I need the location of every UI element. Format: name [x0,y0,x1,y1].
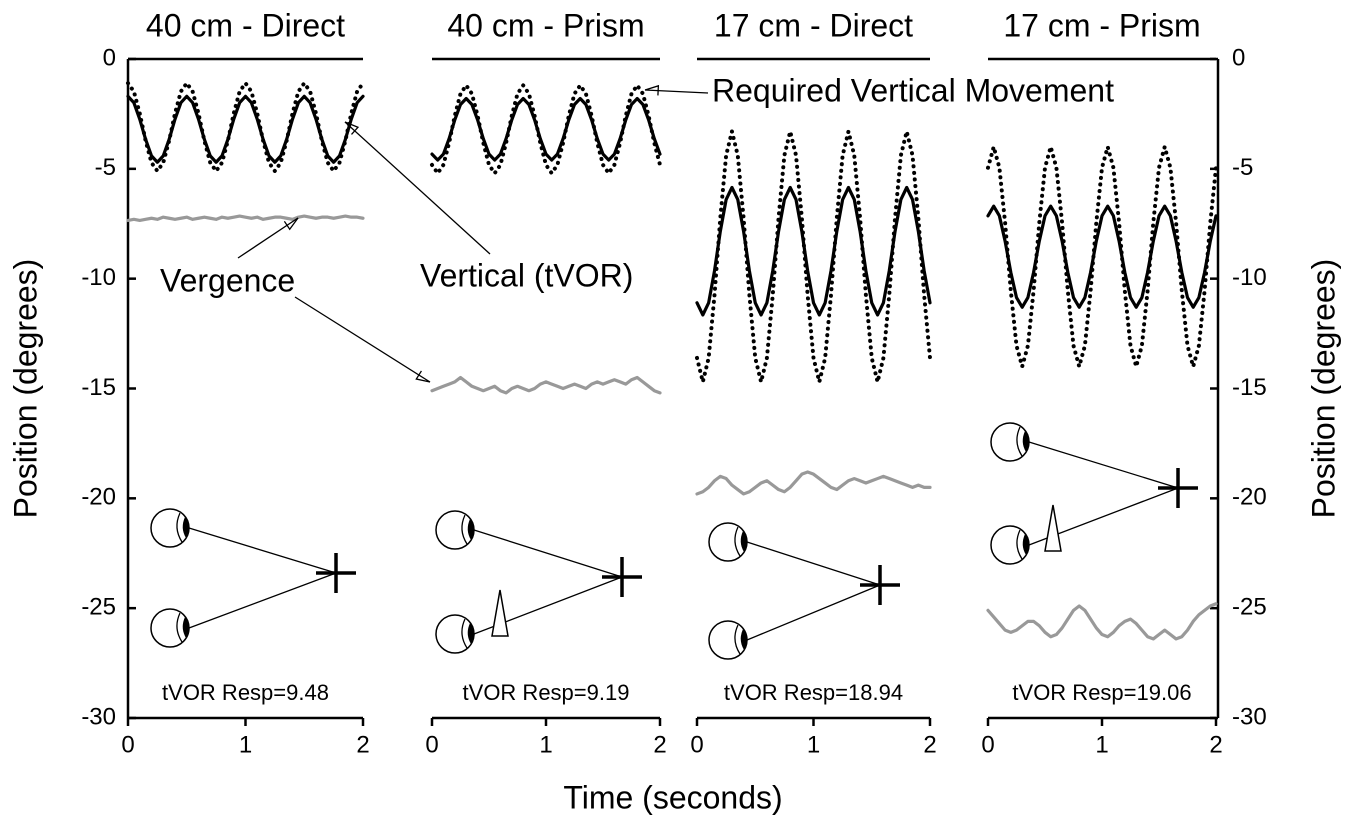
eye-lens [1016,426,1023,457]
y-tick-label: 0 [1232,44,1245,71]
series-line [126,94,365,164]
x-tick-label: 1 [539,731,552,758]
y-tick-label: -25 [81,594,116,621]
series-line [986,144,1218,369]
eye-pupil [1022,431,1029,452]
annotation: Required Vertical Movement [712,72,1114,108]
series-line [986,602,1218,641]
y-tick-label: -30 [81,703,116,730]
eye-lens [176,612,183,643]
series-line [430,375,662,395]
arrow-head [344,121,360,135]
x-tick-label: 0 [121,731,134,758]
x-tick-label: 2 [356,731,369,758]
series-line [126,214,365,223]
prism [491,589,509,637]
sight-line [1028,441,1179,489]
x-tick-label: 0 [981,731,994,758]
x-tick-label: 0 [425,731,438,758]
sight-line [188,572,337,629]
prism [1044,504,1062,552]
sight-line [473,529,623,578]
arrow-head [415,370,431,383]
series-line [695,185,932,317]
eye-pupil [467,519,474,540]
series-line [695,129,932,384]
x-tick-label: 2 [1209,731,1222,758]
eye-lens [176,512,183,543]
eye-lens [1016,529,1023,560]
panel-title: 17 cm - Direct [714,7,913,43]
response-label: tVOR Resp=19.06 [1012,680,1191,705]
annotation: Vergence [160,262,295,298]
y-tick-label: -20 [81,484,116,511]
annotation-arrow [644,89,709,94]
y-tick-label: -5 [1232,154,1253,181]
panel-title: 40 cm - Prism [447,7,644,43]
series-line [986,204,1218,309]
x-tick-label: 0 [690,731,703,758]
panel-title: 17 cm - Prism [1003,7,1200,43]
annotation-arrow [237,217,299,259]
arrow-head [283,217,299,231]
y-tick-label: -25 [1232,594,1267,621]
eye-pupil [182,617,189,638]
y-tick-label: -15 [81,374,116,401]
eye-lens [734,526,741,557]
eye-pupil [182,517,189,538]
eye-pupil [1022,534,1029,555]
response-label: tVOR Resp=9.19 [463,680,630,705]
x-axis-label: Time (seconds) [563,779,782,815]
eye-lens [461,618,468,649]
eye-lens [461,514,468,545]
arrow-head [644,84,660,96]
series-line [695,470,932,496]
x-tick-label: 1 [239,731,252,758]
eye-pupil [740,531,747,552]
x-tick-label: 2 [923,731,936,758]
y-tick-label: -10 [81,264,116,291]
sight-line [746,541,881,586]
sight-line [746,584,881,641]
y-tick-label: -10 [1232,264,1267,291]
y-tick-label: -15 [1232,374,1267,401]
y-axis-label: Position (degrees) [1305,259,1341,519]
sight-line [188,527,337,574]
eye-pupil [467,623,474,644]
annotation-arrow [344,121,491,255]
response-label: tVOR Resp=18.94 [724,680,903,705]
y-tick-label: -5 [95,154,116,181]
y-tick-label: -20 [1232,484,1267,511]
x-tick-label: 2 [653,731,666,758]
x-tick-label: 1 [807,731,820,758]
panel-title: 40 cm - Direct [146,7,345,43]
response-label: tVOR Resp=9.48 [162,680,329,705]
series-line [430,96,662,162]
annotation-arrow [294,296,431,383]
annotation: Vertical (tVOR) [420,257,633,293]
eye-lens [734,624,741,655]
x-tick-label: 1 [1095,731,1108,758]
y-tick-label: -30 [1232,703,1267,730]
y-tick-label: 0 [103,44,116,71]
eye-pupil [740,629,747,650]
y-axis-label: Position (degrees) [7,259,43,519]
